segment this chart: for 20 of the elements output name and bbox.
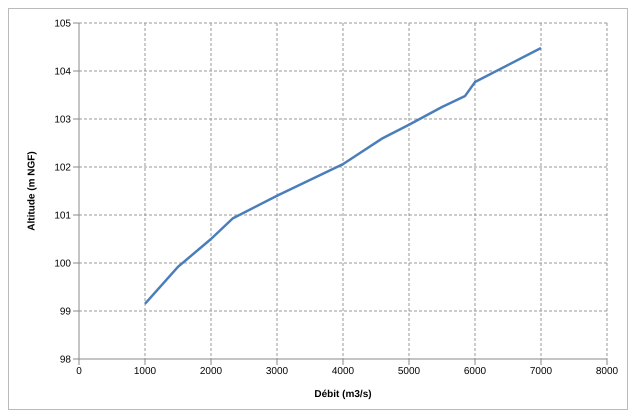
y-tick-label: 105 [54, 18, 72, 30]
y-tick-label: 101 [54, 210, 72, 222]
x-tick-label: 6000 [464, 366, 487, 378]
x-tick-label: 8000 [596, 366, 619, 378]
y-tick-label: 98 [60, 354, 72, 366]
y-tick-label: 102 [54, 162, 72, 174]
x-tick-label: 0 [76, 366, 82, 378]
y-tick-label: 103 [54, 114, 72, 126]
x-axis-title: Débit (m3/s) [314, 389, 372, 400]
x-tick-label: 5000 [398, 366, 421, 378]
y-axis-title: Altitude (m NGF) [26, 151, 38, 231]
line-series [144, 46, 542, 306]
x-tick-label: 1000 [134, 366, 157, 378]
y-tick-label: 100 [54, 258, 72, 270]
x-tick-label: 3000 [266, 366, 289, 378]
x-tick-label: 4000 [332, 366, 355, 378]
y-tick-label: 104 [54, 66, 72, 78]
x-tick-label: 7000 [530, 366, 553, 378]
x-tick-label: 2000 [200, 366, 223, 378]
y-tick-label: 99 [60, 306, 72, 318]
